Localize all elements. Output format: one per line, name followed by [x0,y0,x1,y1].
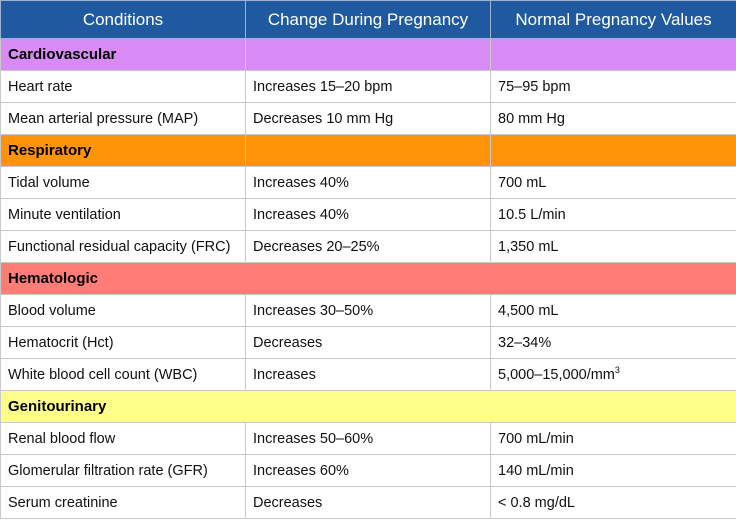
value-cell: 80 mm Hg [490,102,736,135]
table-row: Functional residual capacity (FRC) Decre… [0,230,736,263]
table-row: Glomerular filtration rate (GFR) Increas… [0,454,736,487]
condition-cell: Blood volume [0,294,246,327]
change-cell: Decreases 20–25% [245,230,491,263]
condition-cell: Minute ventilation [0,198,246,231]
condition-cell: Heart rate [0,70,246,103]
value-cell: 140 mL/min [490,454,736,487]
change-cell: Decreases [245,486,491,519]
change-cell: Increases 40% [245,198,491,231]
header-conditions: Conditions [0,0,246,39]
change-cell: Increases 15–20 bpm [245,70,491,103]
section-row-respiratory: Respiratory [0,134,736,167]
value-cell: 700 mL [490,166,736,199]
condition-cell: Tidal volume [0,166,246,199]
section-title: Respiratory [0,134,246,167]
table-row: Hematocrit (Hct) Decreases 32–34% [0,326,736,359]
condition-cell: Serum creatinine [0,486,246,519]
section-fill [245,134,491,167]
condition-cell: White blood cell count (WBC) [0,358,246,391]
section-title: Cardiovascular [0,38,246,71]
table-row: Blood volume Increases 30–50% 4,500 mL [0,294,736,327]
header-normal-values: Normal Pregnancy Values [490,0,736,39]
table-row: Heart rate Increases 15–20 bpm 75–95 bpm [0,70,736,103]
section-fill [490,38,736,71]
section-title: Hematologic [0,262,736,295]
header-row: Conditions Change During Pregnancy Norma… [0,0,736,39]
condition-cell: Renal blood flow [0,422,246,455]
condition-cell: Mean arterial pressure (MAP) [0,102,246,135]
value-superscript: 3 [614,364,620,375]
table-body: Cardiovascular Heart rate Increases 15–2… [0,38,736,519]
condition-cell: Functional residual capacity (FRC) [0,230,246,263]
condition-cell: Glomerular filtration rate (GFR) [0,454,246,487]
value-cell: 10.5 L/min [490,198,736,231]
section-row-cardiovascular: Cardiovascular [0,38,736,71]
value-cell: < 0.8 mg/dL [490,486,736,519]
table-row: Renal blood flow Increases 50–60% 700 mL… [0,422,736,455]
value-cell: 4,500 mL [490,294,736,327]
change-cell: Decreases 10 mm Hg [245,102,491,135]
condition-cell: Hematocrit (Hct) [0,326,246,359]
header-change: Change During Pregnancy [245,0,491,39]
table-header: Conditions Change During Pregnancy Norma… [0,0,736,39]
value-cell: 32–34% [490,326,736,359]
section-row-hematologic: Hematologic [0,262,736,295]
table-row: Minute ventilation Increases 40% 10.5 L/… [0,198,736,231]
value-cell: 5,000–15,000/mm3 [490,358,736,391]
value-cell: 700 mL/min [490,422,736,455]
section-fill [245,38,491,71]
change-cell: Increases 40% [245,166,491,199]
table-row: White blood cell count (WBC) Increases 5… [0,358,736,391]
change-cell: Decreases [245,326,491,359]
change-cell: Increases 30–50% [245,294,491,327]
value-text: 5,000–15,000/mm [498,366,615,383]
value-cell: 75–95 bpm [490,70,736,103]
section-fill [490,134,736,167]
table-row: Tidal volume Increases 40% 700 mL [0,166,736,199]
table-row: Serum creatinine Decreases < 0.8 mg/dL [0,486,736,519]
change-cell: Increases 50–60% [245,422,491,455]
section-row-genitourinary: Genitourinary [0,390,736,423]
change-cell: Increases [245,358,491,391]
section-title: Genitourinary [0,390,736,423]
table-row: Mean arterial pressure (MAP) Decreases 1… [0,102,736,135]
value-cell: 1,350 mL [490,230,736,263]
change-cell: Increases 60% [245,454,491,487]
